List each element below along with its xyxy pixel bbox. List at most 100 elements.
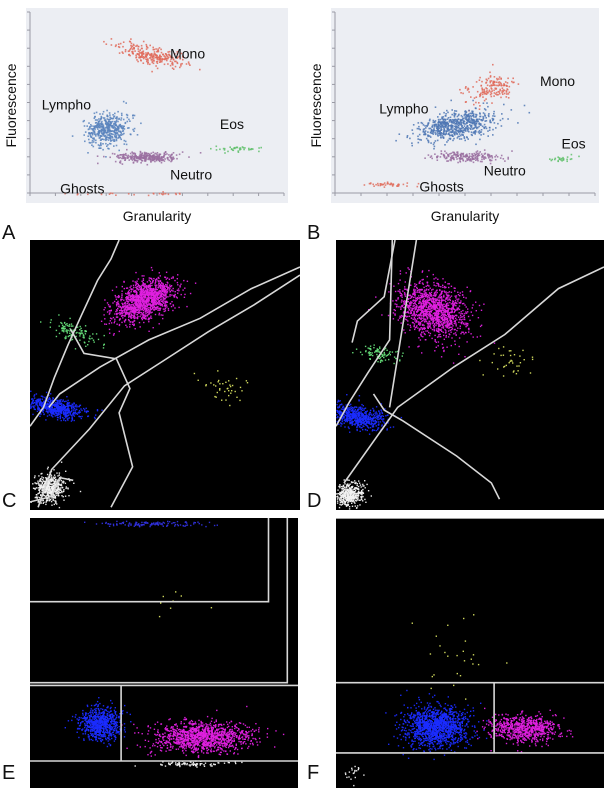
- scatter-point: [47, 495, 50, 497]
- scatter-point: [58, 403, 60, 405]
- scatter-point: [159, 160, 161, 162]
- scatter-point: [56, 402, 58, 405]
- scatter-point: [434, 291, 437, 293]
- scatter-point: [129, 54, 131, 57]
- scatter-point: [35, 403, 37, 406]
- scatter-point: [54, 476, 57, 478]
- scatter-point: [117, 302, 120, 304]
- scatter-point: [437, 155, 439, 157]
- scatter-point: [154, 306, 156, 309]
- scatter-point: [53, 413, 56, 415]
- scatter-point: [166, 54, 168, 57]
- scatter-point: [143, 151, 146, 154]
- scatter-point: [140, 297, 142, 299]
- scatter-point: [447, 155, 450, 158]
- scatter-point: [215, 149, 218, 151]
- scatter-point: [144, 293, 147, 295]
- scatter-point: [135, 45, 137, 47]
- panel-a-x-axis-label: Granularity: [123, 208, 191, 224]
- scatter-point: [54, 410, 56, 413]
- scatter-point: [165, 296, 167, 298]
- scatter-point: [59, 491, 61, 494]
- scatter-point: [71, 410, 73, 412]
- scatter-point: [481, 156, 483, 158]
- scatter-point: [153, 48, 156, 51]
- scatter-point: [466, 136, 468, 139]
- scatter-point: [430, 142, 432, 144]
- scatter-point: [112, 114, 114, 116]
- scatter-point: [447, 117, 450, 119]
- scatter-point: [174, 192, 177, 195]
- scatter-point: [41, 402, 43, 404]
- scatter-point: [149, 57, 152, 59]
- scatter-point: [148, 300, 150, 302]
- scatter-point: [135, 282, 137, 284]
- scatter-point: [243, 148, 245, 151]
- scatter-point: [162, 193, 164, 196]
- scatter-point: [475, 81, 478, 83]
- scatter-point: [146, 46, 149, 49]
- scatter-point: [436, 125, 438, 128]
- scatter-point: [103, 129, 105, 131]
- scatter-point: [143, 283, 145, 285]
- scatter-point: [98, 129, 100, 132]
- scatter-point: [443, 125, 445, 128]
- scatter-point: [134, 50, 136, 52]
- scatter-point: [411, 295, 413, 298]
- scatter-point: [449, 116, 452, 119]
- scatter-point: [450, 124, 453, 126]
- scatter-point: [451, 310, 453, 312]
- scatter-point: [144, 291, 146, 293]
- scatter-point: [150, 54, 152, 56]
- scatter-point: [155, 48, 157, 50]
- scatter-point: [112, 316, 115, 319]
- scatter-point: [456, 151, 459, 153]
- scatter-point: [69, 330, 71, 332]
- scatter-point: [562, 158, 564, 160]
- scatter-point: [117, 303, 119, 305]
- scatter-point: [451, 337, 453, 339]
- scatter-point: [450, 158, 452, 160]
- scatter-point: [497, 84, 500, 87]
- scatter-point: [170, 158, 173, 160]
- scatter-point: [47, 483, 49, 485]
- scatter-point: [152, 294, 155, 296]
- scatter-point: [123, 320, 126, 322]
- scatter-point: [128, 303, 131, 305]
- scatter-point: [145, 287, 148, 290]
- scatter-point: [406, 136, 408, 139]
- scatter-point: [66, 405, 68, 407]
- scatter-point: [123, 311, 125, 314]
- scatter-point: [449, 134, 451, 137]
- scatter-point: [126, 326, 128, 328]
- scatter-point: [149, 307, 152, 310]
- scatter-point: [483, 99, 486, 102]
- scatter-point: [236, 146, 239, 149]
- scatter-point: [434, 140, 437, 142]
- scatter-point: [164, 303, 166, 305]
- scatter-point: [67, 419, 69, 421]
- scatter-point: [151, 300, 154, 302]
- scatter-point: [149, 310, 151, 312]
- scatter-point: [118, 52, 121, 54]
- scatter-point: [97, 135, 100, 137]
- scatter-point: [125, 152, 127, 155]
- scatter-point: [66, 324, 69, 327]
- scatter-point: [482, 133, 485, 135]
- scatter-point: [481, 93, 484, 96]
- scatter-point: [71, 414, 73, 417]
- scatter-point: [136, 288, 138, 290]
- scatter-point: [397, 185, 400, 187]
- scatter-point: [122, 133, 124, 136]
- panel-c-gate-line: [48, 266, 300, 408]
- scatter-point: [163, 310, 165, 313]
- scatter-point: [132, 43, 135, 46]
- scatter-point: [122, 100, 125, 103]
- scatter-point: [418, 133, 421, 136]
- scatter-point: [56, 419, 59, 421]
- scatter-point: [103, 334, 105, 337]
- scatter-point: [51, 405, 53, 407]
- scatter-point: [135, 308, 137, 310]
- scatter-point: [153, 277, 155, 280]
- scatter-point: [506, 93, 508, 95]
